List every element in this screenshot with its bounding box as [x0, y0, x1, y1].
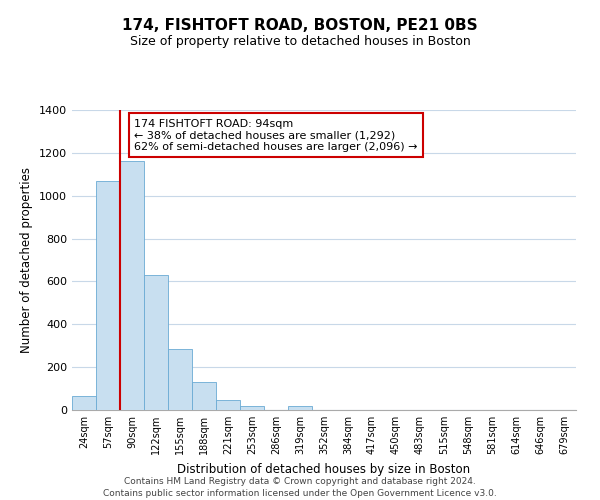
Bar	[216, 400, 240, 410]
Bar	[240, 406, 264, 410]
Text: 174, FISHTOFT ROAD, BOSTON, PE21 0BS: 174, FISHTOFT ROAD, BOSTON, PE21 0BS	[122, 18, 478, 32]
Bar	[96, 180, 120, 410]
Bar	[120, 162, 144, 410]
Y-axis label: Number of detached properties: Number of detached properties	[20, 167, 34, 353]
Bar	[168, 349, 192, 410]
Bar	[72, 396, 96, 410]
Text: Size of property relative to detached houses in Boston: Size of property relative to detached ho…	[130, 35, 470, 48]
Bar	[192, 382, 216, 410]
X-axis label: Distribution of detached houses by size in Boston: Distribution of detached houses by size …	[178, 462, 470, 475]
Text: Contains public sector information licensed under the Open Government Licence v3: Contains public sector information licen…	[103, 489, 497, 498]
Text: Contains HM Land Registry data © Crown copyright and database right 2024.: Contains HM Land Registry data © Crown c…	[124, 478, 476, 486]
Bar	[144, 275, 168, 410]
Text: 174 FISHTOFT ROAD: 94sqm
← 38% of detached houses are smaller (1,292)
62% of sem: 174 FISHTOFT ROAD: 94sqm ← 38% of detach…	[134, 118, 418, 152]
Bar	[288, 406, 312, 410]
